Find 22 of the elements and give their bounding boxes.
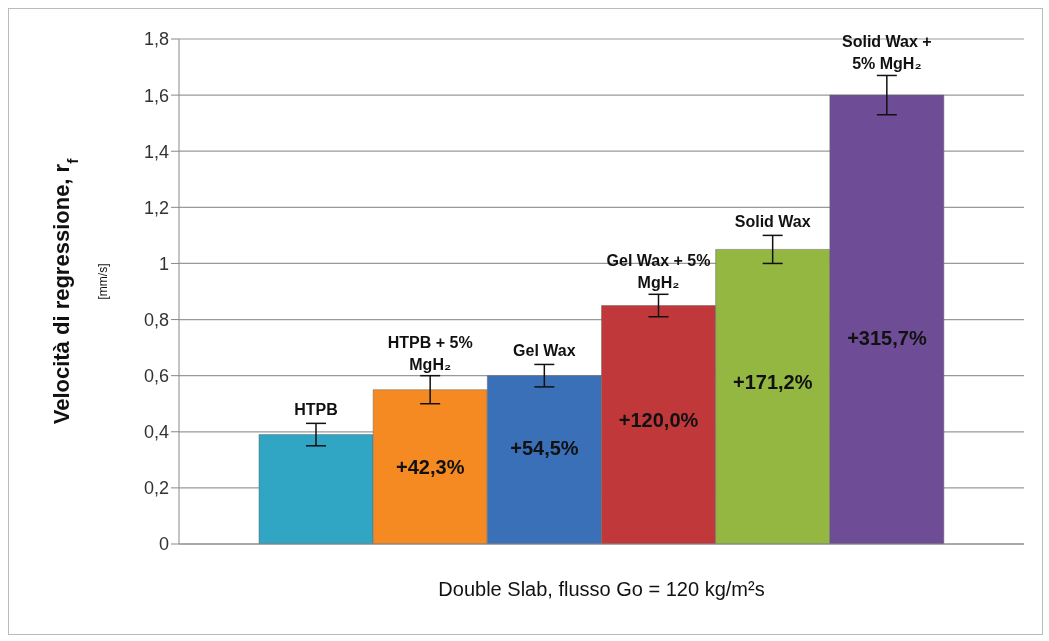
x-tick-label: Solid Wax [734, 213, 811, 231]
x-tick-label: HTPB [294, 401, 338, 419]
annotation: +120,0% [618, 409, 699, 432]
y-tick-label: 1,2 [143, 197, 169, 218]
x-tick-label: HTPB + 5% MgH₂ [387, 333, 473, 373]
y-tick-label: 1,8 [143, 29, 169, 50]
y-tick-label: 0 [158, 534, 169, 555]
y-tick-label: 0,6 [143, 366, 169, 387]
y-tick-label: 1,6 [143, 85, 169, 106]
annotation: +54,5% [510, 437, 579, 460]
x-tick-label: Gel Wax + 5% MgH₂ [606, 252, 711, 292]
x-axis-title: Double Slab, flusso Go = 120 kg/m²s [438, 578, 765, 600]
y-tick-label: 0,4 [143, 422, 169, 443]
y-tick-label: 1 [158, 253, 169, 274]
x-tick-label: Solid Wax + 5% MgH₂ [842, 33, 932, 73]
annotation: +42,3% [396, 455, 465, 478]
y-tick-label: 1,4 [143, 141, 169, 162]
annotation: +171,2% [732, 371, 813, 394]
annotation: +315,7% [847, 326, 927, 349]
y-tick-label: 0,2 [143, 478, 169, 499]
y-tick-label: 0,8 [143, 309, 169, 330]
x-tick-label: Gel Wax [513, 342, 576, 360]
